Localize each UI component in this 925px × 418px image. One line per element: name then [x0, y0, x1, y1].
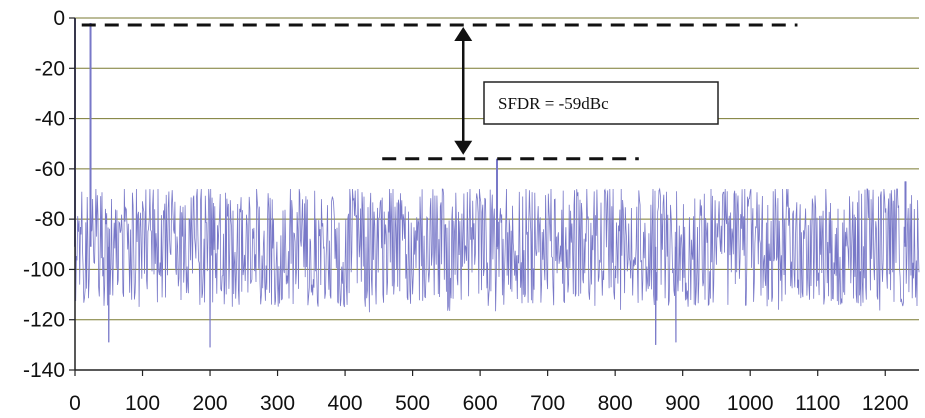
sfdr-label-box [483, 81, 719, 125]
y-tick-label: -100 [23, 258, 65, 281]
x-tick-label: 700 [530, 392, 565, 415]
x-tick-label: 500 [395, 392, 430, 415]
y-tick-label: -20 [35, 57, 65, 80]
x-tick-label: 900 [665, 392, 700, 415]
sfdr-annotation: SFDR = -59dBc [81, 23, 798, 161]
y-tick-label: 0 [53, 7, 65, 30]
x-tick-label: 600 [463, 392, 498, 415]
x-tick-label: 400 [328, 392, 363, 415]
y-tick-label: -120 [23, 309, 65, 332]
y-tick-label: -40 [35, 108, 65, 131]
x-tick-label: 1200 [862, 392, 909, 415]
x-tick-label: 200 [193, 392, 228, 415]
x-tick-label: 1100 [795, 392, 840, 415]
x-tick-label: 1000 [727, 392, 774, 415]
sfdr-arrow-up-icon [454, 27, 473, 42]
spectrum-series [74, 17, 920, 348]
x-tick-label: 300 [260, 392, 295, 415]
axes [74, 18, 919, 371]
x-tick-label: 0 [69, 392, 81, 415]
x-tick-label: 800 [598, 392, 633, 415]
y-tick-label: -140 [23, 359, 65, 382]
y-tick-label: -60 [35, 158, 65, 181]
sfdr-label: SFDR = -59dBc [498, 94, 609, 113]
y-tick-label: -80 [35, 208, 65, 231]
sfdr-arrow-down-icon [454, 140, 473, 155]
x-tick-label: 100 [125, 392, 160, 415]
